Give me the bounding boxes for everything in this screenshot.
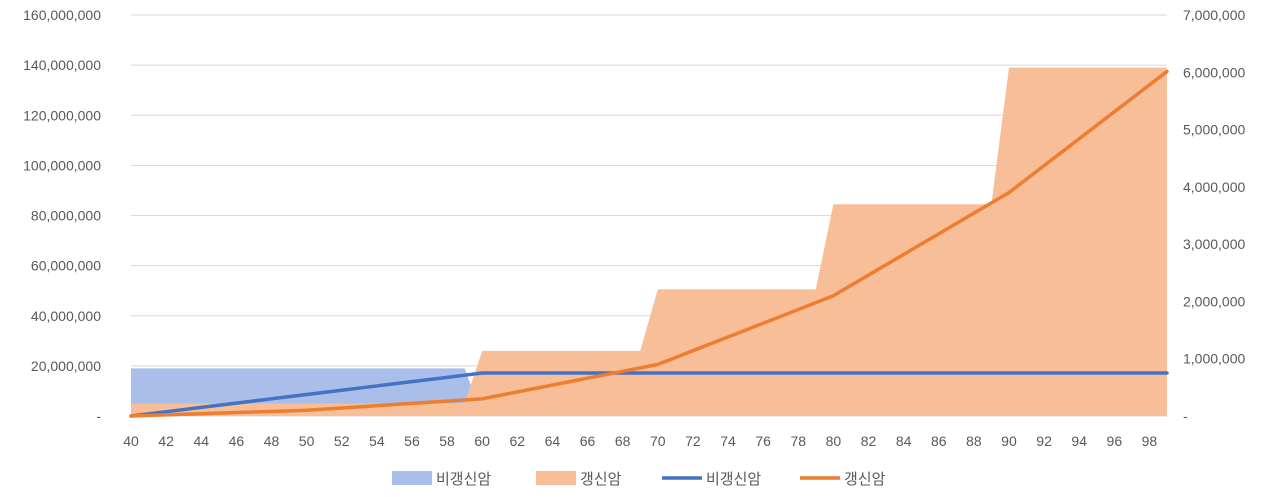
x-tick-label: 70 [650, 433, 666, 449]
x-tick-label: 64 [545, 433, 561, 449]
legend-label: 갱신암 [844, 470, 886, 488]
line-renewal [129, 69, 1169, 418]
x-tick-label: 80 [826, 433, 842, 449]
gridlines [131, 14, 1167, 417]
right-y-tick-label: 7,000,000 [1183, 7, 1245, 23]
x-tick-label: 92 [1036, 433, 1052, 449]
legend-swatch [536, 471, 576, 485]
legend-label: 갱신암 [580, 470, 622, 488]
legend-item: 비갱신암 [662, 470, 761, 488]
line-non-renewal [129, 371, 1169, 418]
right-y-axis: - 1,000,000 2,000,000 3,000,000 4,000,000 5,0… [1183, 7, 1245, 424]
left-y-tick-label: 100,000,000 [23, 157, 101, 173]
x-tick-label: 88 [966, 433, 982, 449]
x-tick-label: 42 [158, 433, 174, 449]
x-tick-label: 54 [369, 433, 385, 449]
x-tick-label: 76 [755, 433, 771, 449]
x-tick-label: 60 [474, 433, 490, 449]
right-y-tick-label: 3,000,000 [1183, 236, 1245, 252]
left-y-tick-label: 60,000,000 [31, 258, 101, 274]
x-tick-label: 68 [615, 433, 631, 449]
x-tick-label: 62 [510, 433, 526, 449]
right-y-tick-label: 6,000,000 [1183, 64, 1245, 80]
area-series [131, 67, 1167, 416]
x-tick-label: 98 [1142, 433, 1158, 449]
x-tick-label: 46 [229, 433, 245, 449]
x-tick-label: 72 [685, 433, 701, 449]
left-y-tick-label: 140,000,000 [23, 57, 101, 73]
left-y-tick-label: 40,000,000 [31, 308, 101, 324]
legend-swatch [392, 471, 432, 485]
left-y-tick-label: 80,000,000 [31, 208, 101, 224]
x-tick-label: 52 [334, 433, 350, 449]
x-tick-label: 96 [1107, 433, 1123, 449]
legend-item: 갱신암 [800, 470, 886, 488]
right-y-tick-label: 4,000,000 [1183, 179, 1245, 195]
x-tick-label: 58 [439, 433, 455, 449]
line-series [129, 69, 1169, 418]
x-tick-label: 86 [931, 433, 947, 449]
left-y-tick-label: 160,000,000 [23, 7, 101, 23]
left-y-tick-label: - [96, 408, 101, 424]
right-y-tick-label: 2,000,000 [1183, 293, 1245, 309]
x-tick-label: 78 [790, 433, 806, 449]
x-tick-label: 40 [123, 433, 139, 449]
legend-label: 비갱신암 [436, 470, 491, 488]
left-y-tick-label: 120,000,000 [23, 107, 101, 123]
area-renewal [131, 67, 1167, 416]
x-tick-label: 48 [264, 433, 280, 449]
x-tick-label: 44 [193, 433, 209, 449]
left-y-axis: - 20,000,000 40,000,000 60,000,000 80,000,00… [23, 7, 101, 424]
right-y-tick-label: 1,000,000 [1183, 351, 1245, 367]
legend-item: 갱신암 [536, 470, 622, 488]
x-tick-label: 56 [404, 433, 420, 449]
x-tick-label: 94 [1071, 433, 1087, 449]
legend-item: 비갱신암 [392, 470, 491, 488]
x-tick-label: 82 [861, 433, 877, 449]
x-axis: 40 42 44 46 48 50 52 54 56 58 60 62 64 66 68 70 72 74 76 78… [123, 433, 1157, 449]
legend: 비갱신암 갱신암 비갱신암 갱신암 [392, 470, 886, 488]
x-tick-label: 66 [580, 433, 596, 449]
x-tick-label: 84 [896, 433, 912, 449]
right-y-tick-label: - [1183, 408, 1188, 424]
x-tick-label: 50 [299, 433, 315, 449]
legend-label: 비갱신암 [706, 470, 761, 488]
x-tick-label: 74 [720, 433, 736, 449]
x-tick-label: 90 [1001, 433, 1017, 449]
left-y-tick-label: 20,000,000 [31, 358, 101, 374]
right-y-tick-label: 5,000,000 [1183, 122, 1245, 138]
